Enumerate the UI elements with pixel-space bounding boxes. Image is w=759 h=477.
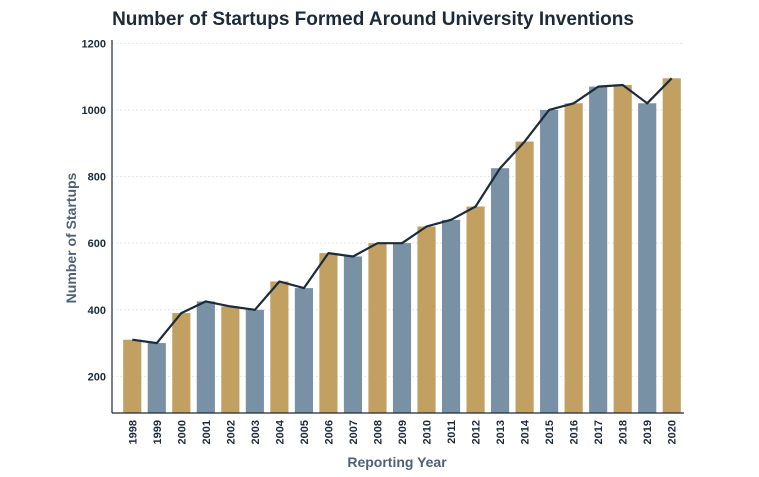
y-tick-label: 600 (88, 238, 106, 250)
bar-2012 (466, 206, 485, 413)
x-tick-label: 2020 (667, 420, 679, 444)
x-tick-label: 2014 (520, 419, 532, 444)
bar-2016 (564, 103, 583, 413)
x-tick-label: 2016 (569, 420, 581, 444)
bar-2008 (368, 243, 387, 413)
x-tick-label: 2018 (618, 420, 630, 444)
bar-1999 (147, 343, 166, 413)
bar-2011 (441, 219, 461, 413)
y-tick-labels: 200 400 600 800 1000 1200 (82, 38, 106, 383)
bar-2013 (491, 168, 510, 413)
x-tick-label: 2001 (201, 420, 213, 444)
bar-2000 (172, 313, 191, 413)
bar-1998 (123, 339, 142, 413)
x-tick-label: 2015 (544, 420, 556, 444)
x-tick-label: 2005 (299, 420, 311, 444)
y-tick-label: 200 (88, 371, 106, 383)
y-axis-title: Number of Startups (63, 172, 79, 303)
bar-2003 (245, 309, 264, 413)
x-tick-label: 2007 (348, 420, 360, 444)
bars (123, 78, 681, 414)
x-tick-label: 2006 (323, 420, 335, 444)
bar-2014 (515, 141, 534, 413)
bar-2006 (319, 253, 338, 413)
bar-2018 (613, 84, 632, 413)
bar-2001 (196, 301, 215, 413)
y-tick-label: 800 (88, 172, 106, 184)
trend-line (132, 77, 673, 345)
x-tick-label: 1998 (127, 420, 139, 444)
bar-2015 (540, 109, 559, 413)
x-tick-labels: 1998 1999 2000 2001 2002 2003 2004 2005 2006 2007… (127, 419, 678, 444)
x-tick-label: 2009 (397, 420, 409, 444)
x-tick-label: 2013 (495, 420, 507, 444)
trend-line-layer (132, 77, 673, 345)
x-tick-label: 2010 (422, 420, 434, 444)
y-tick-label: 1000 (82, 105, 106, 117)
x-tick-label: 1999 (152, 420, 164, 444)
x-tick-label: 2008 (372, 420, 384, 444)
x-tick-label: 2004 (274, 419, 286, 444)
bar-2005 (294, 288, 313, 413)
x-tick-label: 2012 (471, 420, 483, 444)
bar-2004 (270, 281, 289, 413)
y-tick-label: 400 (88, 305, 106, 317)
bar-2009 (392, 243, 412, 413)
bar-2002 (221, 306, 240, 413)
x-tick-label: 2002 (225, 420, 237, 444)
bar-2020 (662, 78, 681, 414)
y-tick-label: 1200 (82, 38, 106, 50)
bar-2017 (589, 86, 608, 413)
bar-2010 (417, 226, 436, 413)
x-tick-label: 2019 (642, 420, 654, 444)
x-tick-label: 2000 (176, 420, 188, 444)
x-tick-label: 2003 (250, 420, 262, 444)
bar-2007 (343, 256, 363, 413)
chart-title: Number of Startups Formed Around Univers… (112, 9, 634, 30)
x-axis-title: Reporting Year (347, 454, 447, 470)
x-tick-label: 2011 (446, 420, 458, 444)
x-tick-label: 2017 (593, 420, 605, 444)
bar-2019 (638, 103, 657, 413)
